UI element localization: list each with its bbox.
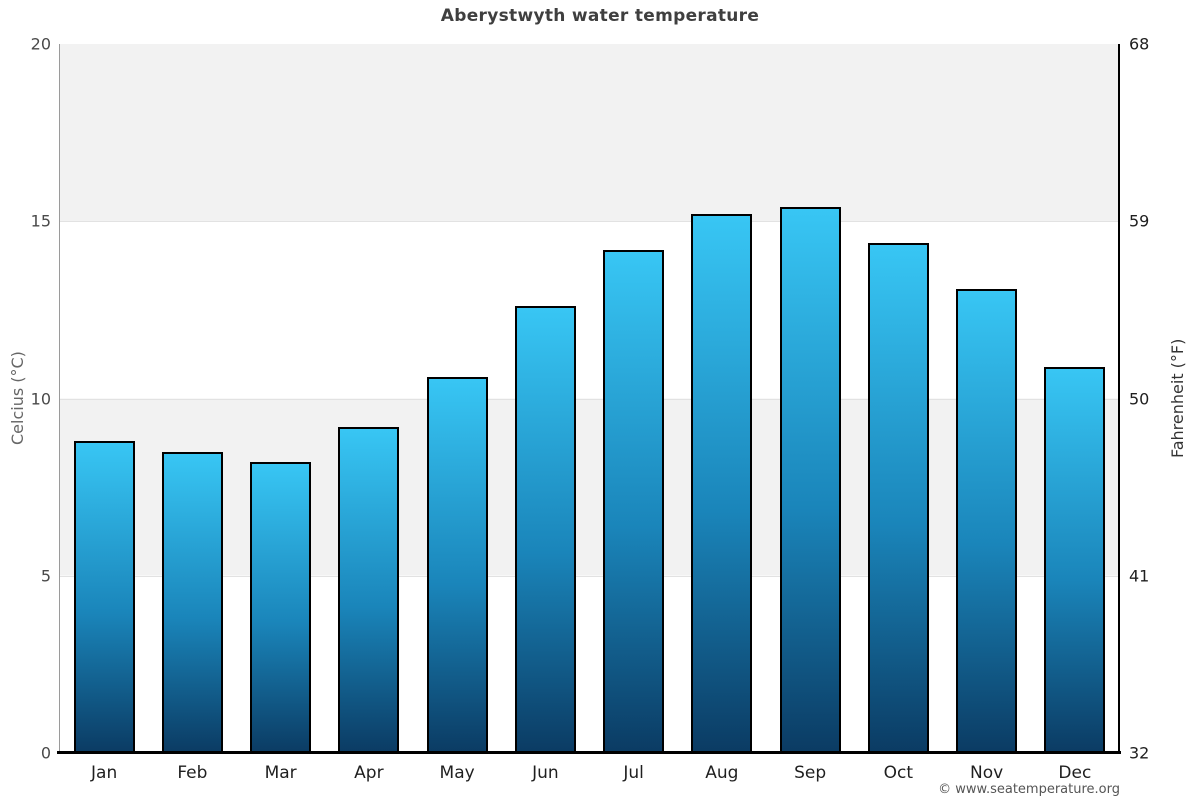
x-tick-label-jul: Jul: [623, 763, 644, 783]
y-tick-right-59: 59: [1129, 211, 1150, 231]
gridline-5: [60, 575, 1119, 577]
copyright-link[interactable]: © www.seatemperature.org: [938, 782, 1120, 797]
bar-may: [426, 377, 488, 753]
x-tick-label-apr: Apr: [354, 763, 384, 783]
y-tick-right-68: 68: [1129, 34, 1150, 54]
gridline-15: [60, 221, 1119, 223]
chart-title: Aberystwyth water temperature: [440, 6, 760, 26]
y-axis-line-right: [1118, 44, 1120, 753]
x-tick-label-may: May: [439, 763, 475, 783]
bar-jul: [603, 249, 665, 753]
bar-oct: [867, 242, 929, 753]
y-tick-left-15: 15: [30, 211, 51, 231]
y-tick-right-32: 32: [1129, 743, 1150, 763]
x-tick-label-dec: Dec: [1058, 763, 1092, 783]
gridline-10: [60, 398, 1119, 400]
y-tick-right-50: 50: [1129, 389, 1150, 408]
y-tick-left-5: 5: [40, 566, 51, 586]
x-tick-label-aug: Aug: [705, 763, 739, 783]
x-tick-label-jun: Jun: [532, 763, 559, 783]
bar-jan: [73, 441, 135, 753]
x-tick-label-feb: Feb: [177, 763, 208, 783]
x-tick-label-sep: Sep: [794, 763, 827, 783]
bar-feb: [161, 451, 223, 753]
bar-nov: [956, 288, 1018, 753]
bar-sep: [779, 207, 841, 753]
bar-jun: [514, 306, 576, 753]
y-tick-left-0: 0: [40, 743, 51, 763]
y-axis-title-celsius: Celcius (°C): [8, 351, 27, 446]
y-tick-right-41: 41: [1129, 566, 1150, 586]
x-tick-label-nov: Nov: [970, 763, 1004, 783]
bar-dec: [1044, 366, 1106, 753]
plot-area: Celcius (°C) Fahrenheit (°F) Jan Feb Mar Ap…: [8, 35, 1187, 784]
y-tick-left-10: 10: [30, 389, 51, 408]
x-tick-label-jan: Jan: [91, 763, 118, 783]
x-tick-label-mar: Mar: [264, 763, 297, 783]
y-axis-line-left: [59, 44, 60, 753]
bar-apr: [338, 426, 400, 753]
x-axis-line: [57, 751, 1121, 754]
x-tick-label-oct: Oct: [883, 763, 914, 783]
y-tick-left-20: 20: [30, 34, 51, 54]
bar-mar: [250, 462, 312, 753]
y-axis-title-fahrenheit: Fahrenheit (°F): [1168, 338, 1187, 459]
bar-aug: [691, 214, 753, 753]
